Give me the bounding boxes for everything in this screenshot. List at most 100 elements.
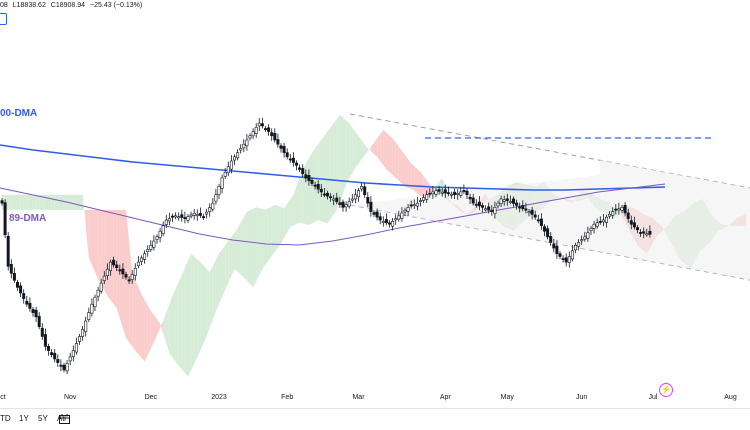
candle-body <box>81 329 85 337</box>
candle-body <box>366 196 370 204</box>
candle-body <box>180 214 184 218</box>
candle-body <box>406 207 410 212</box>
ichimoku-cloud-segment <box>284 203 288 238</box>
x-tick-label: Feb <box>281 394 294 401</box>
candle-body <box>87 312 91 320</box>
candle-body <box>93 296 97 308</box>
ichimoku-cloud-segment <box>119 209 123 329</box>
candle-body <box>626 212 630 219</box>
candle-body <box>198 213 202 216</box>
ichimoku-cloud-segment <box>405 155 409 188</box>
ichimoku-cloud-segment <box>45 194 49 210</box>
candle-body <box>614 208 618 211</box>
ichimoku-cloud-segment <box>51 194 55 210</box>
candle-body <box>555 245 559 254</box>
candle-body <box>391 221 395 227</box>
ichimoku-cloud-segment <box>420 172 424 199</box>
ichimoku-cloud-segment <box>414 166 418 194</box>
ichimoku-cloud-segment <box>101 209 105 291</box>
dma200-line <box>0 144 666 191</box>
candle-body <box>202 216 206 219</box>
candle-body <box>344 204 348 208</box>
candle-body <box>620 207 624 211</box>
candle-body <box>332 198 336 201</box>
candle-body <box>37 316 41 327</box>
info-badge-icon[interactable] <box>0 13 7 25</box>
ichimoku-cloud-segment <box>14 194 18 210</box>
candle-body <box>329 196 333 199</box>
candle-body <box>149 244 153 250</box>
ichimoku-cloud-segment <box>153 315 157 343</box>
ichimoku-cloud-segment <box>228 236 232 283</box>
ichimoku-cloud-segment <box>423 176 427 199</box>
ichimoku-cloud-segment <box>129 241 133 347</box>
candle-body <box>53 352 57 360</box>
ichimoku-cloud-segment <box>395 142 399 181</box>
lightning-icon[interactable]: ⚡ <box>659 383 673 397</box>
candle-body <box>527 211 531 214</box>
candle-body <box>12 273 16 281</box>
ichimoku-cloud-segment <box>197 259 201 358</box>
ichimoku-cloud-segment <box>237 222 241 275</box>
candle-body <box>598 220 602 223</box>
ichimoku-cloud-segment <box>113 209 117 309</box>
candle-body <box>558 253 562 257</box>
candle-body <box>400 212 404 219</box>
candle-body <box>440 191 444 194</box>
ichimoku-cloud-segment <box>333 118 337 215</box>
candle-body <box>471 197 475 204</box>
ichimoku-cloud-segment <box>401 150 405 187</box>
candle-body <box>313 184 317 187</box>
ichimoku-cloud-segment <box>98 209 102 285</box>
ichimoku-cloud-segment <box>256 207 260 282</box>
candle-body <box>415 202 419 207</box>
ichimoku-cloud-segment <box>20 194 24 210</box>
candle-body <box>567 256 571 263</box>
ichimoku-cloud-segment <box>281 207 285 244</box>
timeframe-button-1y[interactable]: 1Y <box>19 414 29 423</box>
timeframe-button-5y[interactable]: 5Y <box>38 414 48 423</box>
candle-body <box>595 222 599 227</box>
candle-body <box>341 201 345 208</box>
ichimoku-cloud-segment <box>246 210 250 284</box>
candle-body <box>468 196 472 200</box>
ichimoku-cloud-segment <box>85 209 89 258</box>
ichimoku-cloud-segment <box>305 158 309 226</box>
ichimoku-cloud-segment <box>346 120 350 185</box>
ichimoku-cloud-segment <box>287 199 291 233</box>
candle-body <box>552 243 556 249</box>
ichimoku-cloud-segment <box>54 194 58 210</box>
candle-body <box>78 336 82 342</box>
candle-body <box>431 191 435 195</box>
candle-body <box>304 174 308 179</box>
timeframe-button-td[interactable]: TD <box>0 414 11 423</box>
candle-body <box>140 257 144 262</box>
candle-body <box>248 135 252 139</box>
candle-body <box>360 186 364 190</box>
candle-body <box>279 145 283 149</box>
x-tick-label: ct <box>0 394 6 401</box>
candle-body <box>282 146 286 153</box>
candle-body <box>31 309 35 313</box>
ichimoku-cloud-segment <box>169 295 173 358</box>
calendar-range-icon[interactable] <box>59 414 70 424</box>
ichimoku-cloud-segment <box>274 204 278 252</box>
dma89-label: 89-DMA <box>9 213 47 224</box>
candle-body <box>211 202 215 210</box>
ichimoku-cloud-segment <box>157 319 161 336</box>
ichimoku-cloud-segment <box>411 163 415 191</box>
x-tick-label: Apr <box>439 394 451 401</box>
candle-body <box>143 253 147 260</box>
ichimoku-cloud-segment <box>339 114 343 202</box>
ohlc-close: C18908.94 <box>50 2 86 9</box>
ichimoku-cloud-segment <box>296 177 300 224</box>
ichimoku-cloud-segment <box>417 169 421 197</box>
candle-body <box>325 192 329 197</box>
ichimoku-cloud-segment <box>166 304 170 354</box>
ichimoku-cloud-segment <box>389 135 393 176</box>
candle-body <box>363 186 367 196</box>
candle-body <box>589 228 593 231</box>
ichimoku-cloud-segment <box>184 260 188 377</box>
